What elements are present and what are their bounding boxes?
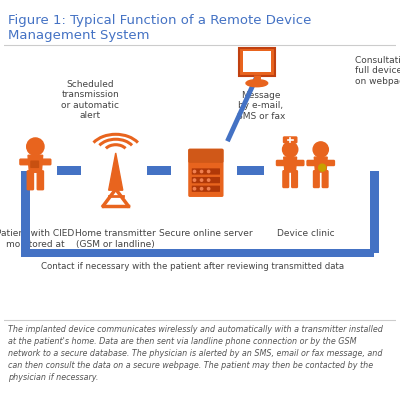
Circle shape bbox=[200, 179, 203, 181]
Polygon shape bbox=[109, 153, 123, 190]
Text: Home transmitter
(GSM or landline): Home transmitter (GSM or landline) bbox=[75, 230, 156, 249]
FancyBboxPatch shape bbox=[30, 160, 39, 168]
Polygon shape bbox=[284, 157, 297, 172]
Circle shape bbox=[319, 164, 326, 171]
Circle shape bbox=[200, 170, 203, 173]
Text: Consultation of
full device data
on webpage: Consultation of full device data on webp… bbox=[355, 56, 400, 86]
FancyBboxPatch shape bbox=[322, 171, 328, 188]
Text: The implanted device communicates wirelessly and automatically with a transmitte: The implanted device communicates wirele… bbox=[8, 326, 383, 382]
FancyBboxPatch shape bbox=[292, 171, 297, 188]
Text: Scheduled
transmission
or automatic
alert: Scheduled transmission or automatic aler… bbox=[61, 80, 119, 120]
Bar bbox=[21, 170, 30, 257]
Circle shape bbox=[208, 170, 210, 173]
FancyBboxPatch shape bbox=[276, 160, 285, 166]
FancyBboxPatch shape bbox=[192, 168, 220, 175]
Text: Device clinic: Device clinic bbox=[277, 230, 335, 238]
Bar bbox=[147, 166, 171, 175]
Circle shape bbox=[208, 179, 210, 181]
Circle shape bbox=[193, 170, 196, 173]
Bar bbox=[237, 166, 264, 175]
FancyBboxPatch shape bbox=[283, 171, 288, 188]
Bar bbox=[370, 170, 379, 253]
Circle shape bbox=[193, 188, 196, 190]
Circle shape bbox=[193, 179, 196, 181]
Circle shape bbox=[200, 188, 203, 190]
FancyBboxPatch shape bbox=[41, 159, 51, 165]
FancyBboxPatch shape bbox=[314, 171, 319, 188]
FancyBboxPatch shape bbox=[295, 160, 304, 166]
Ellipse shape bbox=[246, 80, 268, 87]
FancyBboxPatch shape bbox=[326, 160, 334, 166]
FancyBboxPatch shape bbox=[192, 186, 220, 192]
Polygon shape bbox=[28, 155, 43, 172]
Circle shape bbox=[208, 188, 210, 190]
Circle shape bbox=[282, 142, 298, 157]
FancyBboxPatch shape bbox=[20, 159, 30, 165]
FancyBboxPatch shape bbox=[188, 149, 224, 163]
FancyBboxPatch shape bbox=[307, 160, 316, 166]
Text: Message
by e-mail,
SMS or fax: Message by e-mail, SMS or fax bbox=[236, 91, 285, 121]
FancyBboxPatch shape bbox=[37, 171, 44, 190]
Bar bbox=[26, 249, 374, 257]
Polygon shape bbox=[314, 157, 327, 172]
Text: Secure online server: Secure online server bbox=[159, 230, 253, 238]
Text: Figure 1: Typical Function of a Remote Device: Figure 1: Typical Function of a Remote D… bbox=[8, 14, 311, 27]
Circle shape bbox=[27, 138, 44, 155]
Circle shape bbox=[313, 142, 328, 157]
FancyBboxPatch shape bbox=[192, 177, 220, 183]
FancyBboxPatch shape bbox=[27, 171, 34, 190]
FancyBboxPatch shape bbox=[242, 52, 271, 72]
Bar bbox=[57, 166, 81, 175]
Text: Patient with CIED
monitored at
home: Patient with CIED monitored at home bbox=[0, 230, 74, 259]
FancyBboxPatch shape bbox=[284, 137, 297, 143]
Text: Contact if necessary with the patient after reviewing transmitted data: Contact if necessary with the patient af… bbox=[40, 262, 344, 271]
Text: Management System: Management System bbox=[8, 30, 150, 42]
FancyBboxPatch shape bbox=[239, 48, 275, 76]
FancyBboxPatch shape bbox=[188, 149, 224, 197]
